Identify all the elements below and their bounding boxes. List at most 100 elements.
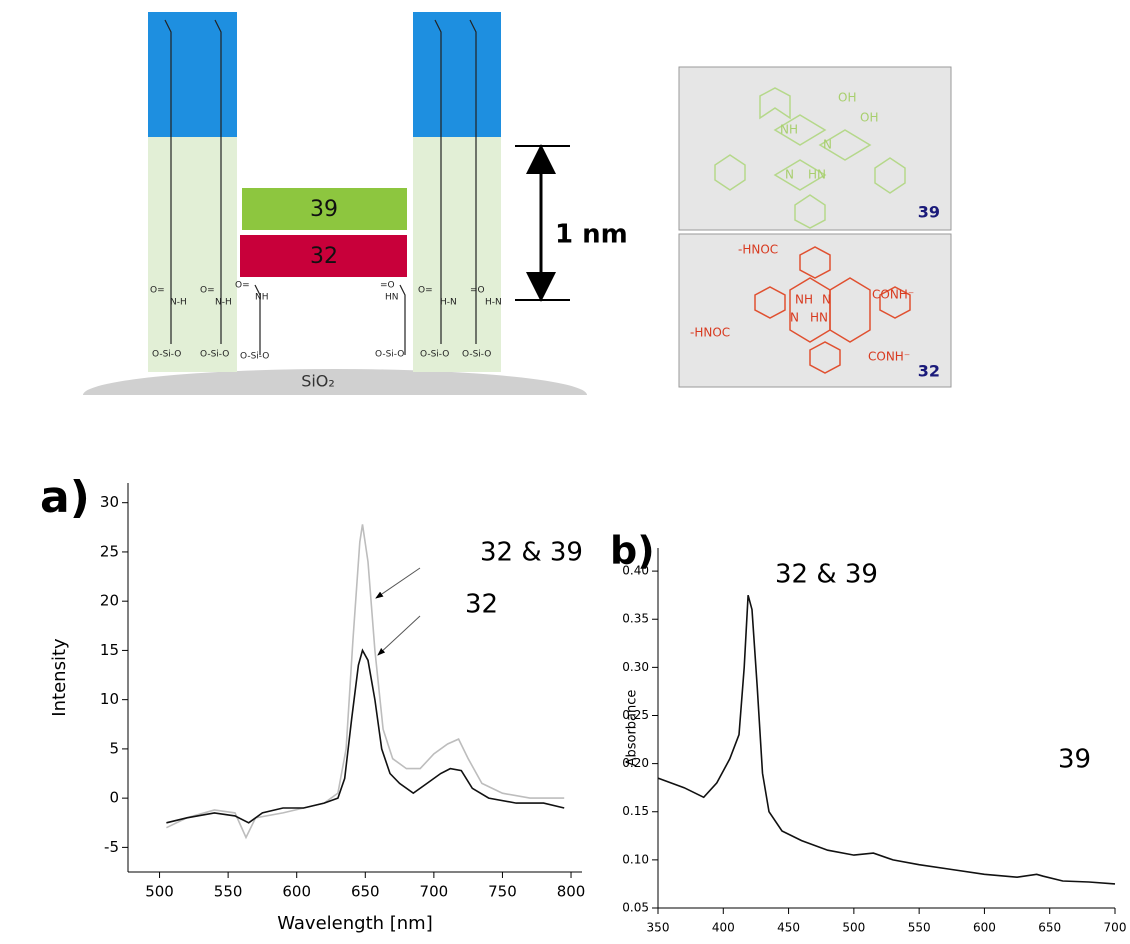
chart: 500 550 600 650 700 750 800 -5 0 5 10 15 20 25 30 Wavel… — [40, 472, 585, 934]
linker-label: O= — [235, 281, 250, 291]
layer-box — [242, 188, 407, 230]
x-tick-label: 750 — [488, 883, 517, 901]
green-layer — [148, 137, 237, 372]
linker-label: O-Si-O — [200, 350, 229, 360]
atom-label: HN — [810, 311, 828, 325]
y-tick-label: 0.35 — [622, 612, 649, 626]
linker-label: NH — [255, 293, 269, 303]
blue-layer — [148, 12, 237, 137]
y-tick-label: 0.20 — [622, 756, 649, 770]
x-tick-label: 600 — [282, 883, 311, 901]
linker-label: =O — [470, 286, 485, 296]
linker-label: O-Si-O — [462, 350, 491, 360]
chains — [164, 19, 477, 355]
x-tick-label: 550 — [908, 921, 931, 935]
data-line — [166, 648, 565, 824]
schematic: 39 32 1 nm SiO₂ O=N-HO=N-HO=NH=OHNO=H-N=… — [0, 12, 628, 435]
linker-label: O-Si-O — [375, 350, 404, 360]
x-axis-title: Wavelength [nm] — [277, 913, 433, 934]
panel-label: b) — [610, 529, 655, 573]
layer-label: 32 — [310, 244, 338, 269]
atom-label: -HNOC — [738, 243, 778, 257]
atom-label: -HNOC — [690, 326, 730, 340]
data-line — [657, 594, 1116, 885]
y-axis-title: Absorbance — [625, 690, 640, 767]
atom-label: CONH⁻ — [868, 350, 910, 364]
x-tick-label: 700 — [420, 883, 449, 901]
annotation: 39 — [1058, 745, 1091, 775]
chart: 350 400 450 500 550 600 650 700 0.05 0.10 0.15 0.20… — [610, 529, 1127, 944]
atom-label: OH — [838, 91, 856, 105]
distance-label: 1 nm — [555, 220, 628, 250]
linker-label: O= — [150, 286, 165, 296]
annotation: 32 & 39 — [480, 538, 583, 568]
atom-label: NH — [780, 123, 798, 137]
atom-label: HN — [808, 168, 826, 182]
structure-label: 32 — [918, 362, 940, 381]
y-tick-label: 0.40 — [622, 564, 649, 578]
x-tick-label: 500 — [145, 883, 174, 901]
charts: 500 550 600 650 700 750 800 -5 0 5 10 15 20 25 30 Wavel… — [40, 472, 1127, 944]
structure-box — [678, 66, 952, 231]
y-tick-label: 0.10 — [622, 852, 649, 866]
y-tick-label: 0 — [109, 789, 119, 807]
x-tick-label: 700 — [1104, 921, 1127, 935]
y-tick-label: 30 — [100, 493, 119, 511]
atom-label: N — [822, 293, 831, 307]
y-tick-label: 0.30 — [622, 660, 649, 674]
linker-label: H-N — [440, 298, 457, 308]
y-tick-label: 0.05 — [622, 901, 649, 915]
y-tick-label: -5 — [104, 838, 119, 856]
x-tick-label: 650 — [1038, 921, 1061, 935]
linker-label: N-H — [170, 298, 187, 308]
x-tick-label: 800 — [557, 883, 586, 901]
layer-box — [240, 235, 407, 277]
x-tick-label: 350 — [647, 921, 670, 935]
y-tick-label: 0.25 — [622, 708, 649, 722]
atom-label: N — [785, 168, 794, 182]
structure-box — [678, 233, 952, 388]
panel-label: a) — [40, 472, 90, 523]
structure-label: 39 — [918, 203, 940, 222]
y-tick-label: 15 — [100, 641, 119, 659]
annotation: 32 & 39 — [775, 560, 878, 590]
x-tick-label: 650 — [351, 883, 380, 901]
atom-label: N — [823, 138, 832, 152]
atom-label: OH — [860, 111, 878, 125]
linker-label: HN — [385, 293, 399, 303]
atom-label: N — [790, 311, 799, 325]
annotation: 32 — [465, 590, 498, 620]
y-tick-label: 20 — [100, 592, 119, 610]
x-tick-label: 450 — [777, 921, 800, 935]
atom-label: CONH⁻ — [872, 288, 914, 302]
y-axis-title: Intensity — [49, 638, 70, 717]
y-tick-label: 10 — [100, 690, 119, 708]
linker-label: O= — [418, 286, 433, 296]
green-layer — [413, 137, 501, 372]
annotation-arrow — [377, 615, 421, 656]
blue-layer — [413, 12, 501, 137]
x-tick-label: 550 — [214, 883, 243, 901]
x-tick-label: 400 — [712, 921, 735, 935]
substrate-label: SiO₂ — [301, 372, 335, 391]
y-tick-label: 25 — [100, 542, 119, 560]
x-tick-label: 600 — [973, 921, 996, 935]
layer-label: 39 — [310, 197, 338, 222]
atom-label: NH — [795, 293, 813, 307]
linker-label: =O — [380, 281, 395, 291]
linker-label: N-H — [215, 298, 232, 308]
annotation-arrow — [375, 567, 421, 599]
linker-label: O-Si-O — [240, 352, 269, 362]
data-line — [166, 524, 565, 840]
linker-label: O= — [200, 286, 215, 296]
linker-label: H-N — [485, 298, 502, 308]
linker-label: O-Si-O — [152, 350, 181, 360]
y-tick-label: 5 — [109, 739, 119, 757]
y-tick-label: 0.15 — [622, 804, 649, 818]
x-tick-label: 500 — [842, 921, 865, 935]
linker-label: O-Si-O — [420, 350, 449, 360]
